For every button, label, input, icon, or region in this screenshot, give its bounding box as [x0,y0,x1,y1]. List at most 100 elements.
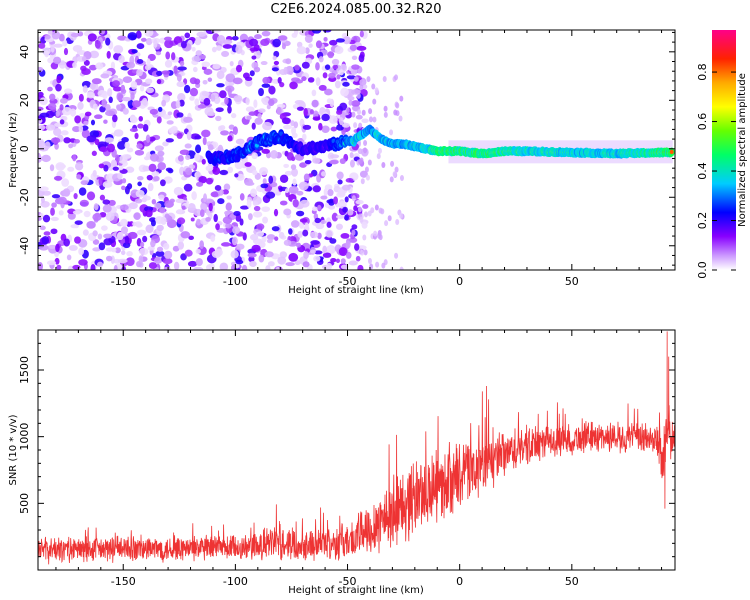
noise-blob [63,88,73,94]
noise-blob [226,195,232,200]
noise-blob [74,236,81,244]
noise-blob [137,123,144,129]
noise-blob [77,101,84,110]
noise-blob [194,153,201,162]
noise-blob [192,66,198,73]
noise-blob [98,176,103,186]
noise-blob [288,252,299,262]
noise-blob [176,217,186,225]
noise-blob [117,172,123,180]
noise-blob [205,216,211,222]
noise-blob [203,193,208,203]
noise-blob [183,183,193,192]
noise-blob [119,204,129,211]
noise-blob [134,149,145,156]
noise-blob [301,61,310,69]
noise-blob [277,35,288,41]
noise-blob [70,108,77,117]
noise-blob [50,216,59,222]
noise-blob [142,235,148,243]
noise-blob [399,266,404,270]
noise-blob [63,238,70,247]
noise-blob [176,209,183,215]
noise-blob [145,209,153,218]
noise-blob [199,209,205,218]
noise-blob [160,216,167,225]
noise-blob [354,243,360,251]
noise-blob [43,231,51,236]
noise-blob [315,40,322,49]
noise-blob [159,206,166,214]
noise-blob [106,50,111,59]
noise-blob [271,226,280,232]
noise-blob [222,189,229,195]
noise-blob [177,155,184,162]
x-tick-label: -150 [111,575,136,588]
noise-blob [208,202,213,212]
noise-blob [49,164,55,172]
noise-blob [303,251,309,259]
noise-blob [285,65,294,75]
noise-blob [244,181,255,186]
noise-blob [297,230,303,238]
x-tick-label: -50 [339,275,357,288]
noise-blob [283,124,292,130]
noise-blob [108,96,113,104]
noise-blob [185,154,191,161]
noise-blob [394,166,399,173]
noise-blob [100,73,110,79]
x-tick-label: -50 [339,575,357,588]
noise-blob [53,127,62,137]
noise-blob [363,249,368,256]
noise-blob [332,64,339,70]
snr-series [38,331,675,565]
noise-blob [149,153,159,162]
noise-blob [201,129,211,138]
noise-blob [220,130,229,136]
y-tick-label: 1500 [18,356,31,384]
noise-blob [251,122,256,130]
noise-blob [294,260,301,266]
noise-blob [359,84,364,91]
noise-blob [86,91,95,99]
noise-blob [355,199,364,205]
noise-blob [78,187,87,196]
noise-blob [359,216,364,223]
spectrogram-panel: -150 -100 -50 0 50 -40 -20 0 20 40 Height of stra… [8,29,748,296]
noise-blob [45,124,56,131]
noise-blob [194,135,202,140]
noise-blob [68,245,78,251]
noise-blob [248,213,253,221]
noise-blob [261,83,271,88]
noise-blob [290,220,300,228]
snr-line [38,331,675,565]
noise-blob [303,173,310,182]
noise-blob [312,116,321,121]
noise-blob [272,38,281,48]
noise-blob [139,241,145,248]
noise-blob [103,233,113,239]
noise-blob [190,217,195,222]
noise-blob [118,55,125,64]
noise-blob [210,235,216,242]
noise-blob [308,43,313,48]
noise-blob [105,110,116,117]
noise-blob [59,104,64,111]
noise-blob [292,199,299,208]
noise-blob [72,210,81,215]
noise-blob [285,58,292,65]
noise-blob [105,212,115,222]
noise-blob [159,179,166,187]
noise-blob [357,108,362,115]
noise-blob [77,31,84,37]
noise-blob [265,265,271,270]
noise-blob [331,212,339,222]
noise-blob [161,99,167,107]
noise-blob [128,202,138,210]
noise-blob [70,32,80,38]
noise-blob [357,206,362,213]
noise-blob [145,78,153,85]
noise-blob [97,90,107,98]
noise-blob [161,70,171,75]
noise-blob [293,30,299,36]
